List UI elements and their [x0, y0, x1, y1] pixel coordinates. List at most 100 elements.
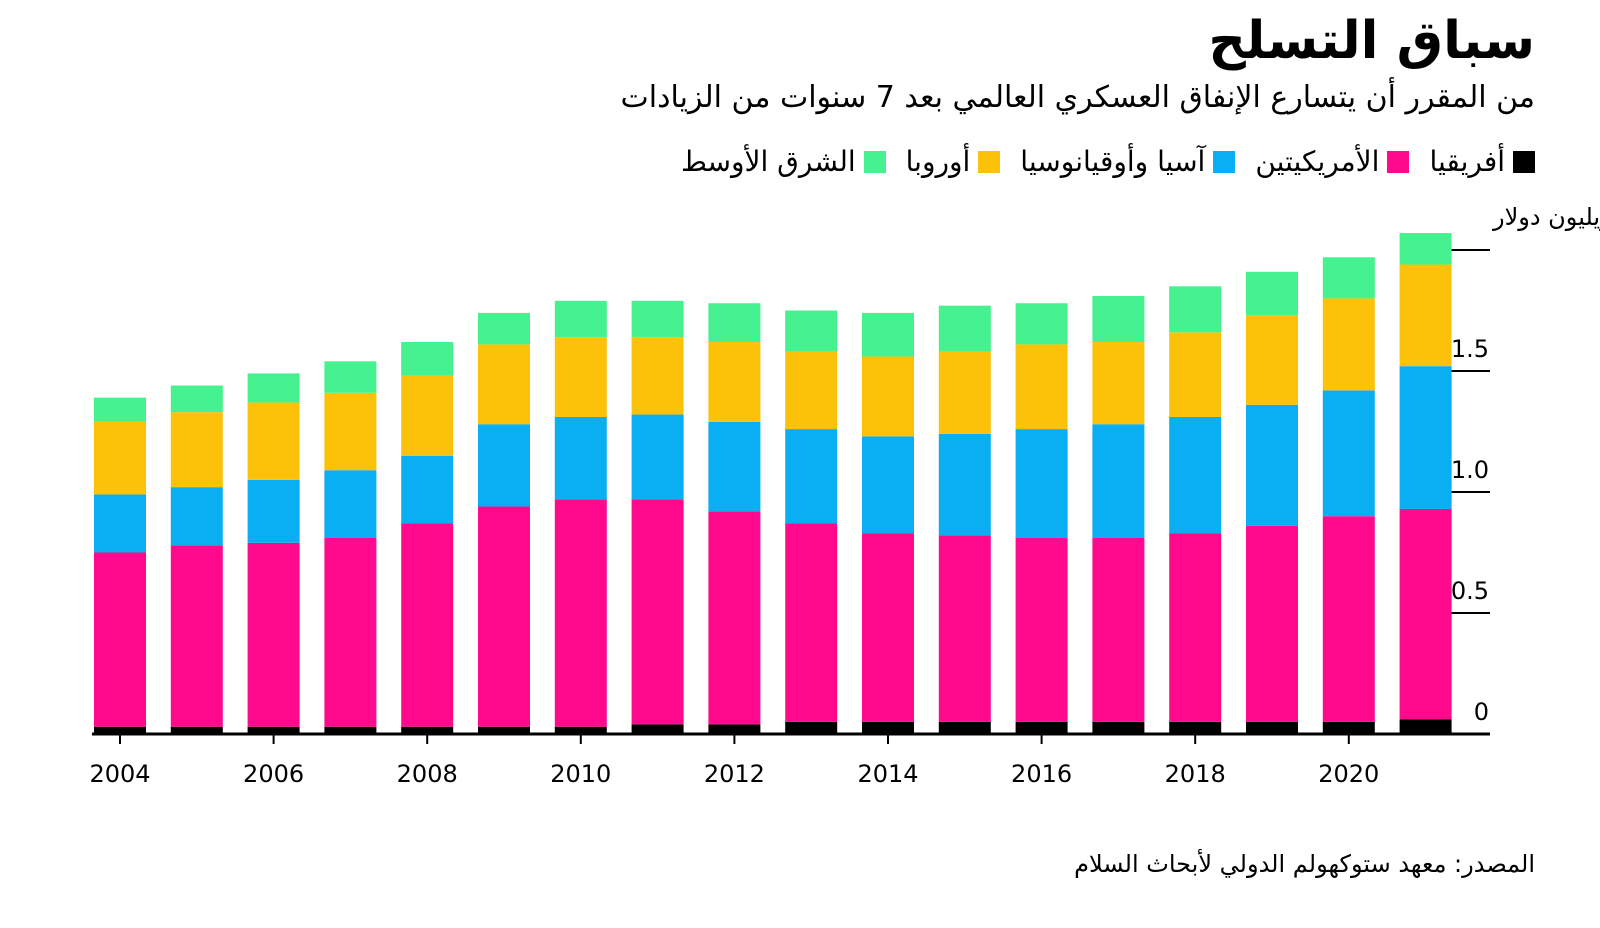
bar-segment: [324, 470, 377, 538]
bar-segment: [324, 392, 377, 471]
x-tick-label: 2006: [243, 760, 304, 788]
bar-segment: [1015, 721, 1068, 734]
bar-segment: [785, 310, 838, 352]
bar-segment: [1015, 537, 1068, 722]
x-tick-label: 2012: [704, 760, 765, 788]
bar-segment: [1246, 525, 1298, 722]
x-tick-label: 2016: [1011, 760, 1072, 788]
bar-segment: [247, 726, 300, 734]
bar-segment: [1246, 315, 1298, 405]
x-tick-label: 2020: [1318, 760, 1379, 788]
y-axis-label: 2 تريليون دولار: [1492, 203, 1600, 231]
legend-swatch-africa: [1513, 150, 1535, 173]
bar-segment: [478, 344, 530, 425]
x-tick-label: 2010: [550, 760, 611, 788]
bar-segment: [1322, 257, 1375, 299]
legend-swatch-europe: [978, 150, 1001, 173]
bar-segment: [1092, 537, 1145, 722]
bar-segment: [247, 402, 300, 480]
bar-segment: [785, 721, 838, 734]
x-tick-label: 2004: [89, 760, 150, 788]
legend-label-americas: الأمريكيتين: [1255, 145, 1380, 178]
bar-segment: [554, 337, 607, 417]
x-tick-label: 2018: [1165, 760, 1226, 788]
chart-title: سباق التسلح: [1208, 11, 1535, 71]
legend-swatch-asia-oceania: [1213, 150, 1236, 173]
legend-item-asia-oceania: آسيا وأوقيانوسيا: [1020, 145, 1236, 179]
bar-segment: [170, 412, 223, 488]
bar-segment: [170, 545, 223, 727]
bar-segment: [401, 375, 454, 456]
legend-swatch-americas: [1387, 150, 1410, 173]
legend-label-asia-oceania: آسيا وأوقيانوسيا: [1020, 145, 1206, 178]
y-tick-label: 1.5: [1451, 335, 1489, 363]
legend-label-europe: أوروبا: [905, 145, 971, 178]
bar-segment: [1092, 295, 1145, 342]
bar-segment: [324, 537, 377, 727]
bar-segment: [1169, 721, 1222, 734]
bar-segment: [478, 506, 530, 727]
bar-segment: [1322, 516, 1375, 722]
bar-segment: [1092, 341, 1145, 425]
bar-segment: [631, 724, 684, 734]
bar-segment: [554, 300, 607, 338]
bar-segment: [1246, 721, 1298, 734]
bar-segment: [631, 300, 684, 338]
legend: أفريقيا الأمريكيتين آسيا وأوقيانوسيا أور…: [661, 145, 1535, 179]
bar-segment: [1399, 264, 1452, 367]
bar-segment: [554, 499, 607, 727]
legend-item-africa: أفريقيا: [1429, 145, 1535, 179]
legend-label-africa: أفريقيا: [1429, 145, 1505, 178]
bar-segment: [94, 397, 146, 422]
bar-segment: [1092, 721, 1145, 734]
bar-segment: [938, 721, 991, 734]
bar-segment: [1015, 303, 1068, 345]
bar-segment: [1169, 286, 1222, 333]
bar-segment: [708, 511, 761, 725]
bar-segment: [1399, 508, 1452, 720]
bar-segment: [708, 303, 761, 342]
bar-segment: [324, 361, 377, 393]
bar-segment: [631, 499, 684, 725]
bar-segment: [247, 373, 300, 403]
legend-swatch-middle-east: [863, 150, 886, 173]
bar-segment: [1399, 719, 1452, 734]
y-tick-label: 0.5: [1451, 577, 1489, 605]
bar-segment: [1015, 429, 1068, 538]
bar-segment: [247, 542, 300, 727]
bar-segment: [1322, 721, 1375, 734]
bar-segment: [785, 351, 838, 430]
bar-segment: [708, 341, 761, 422]
bar-segment: [1322, 390, 1375, 517]
bar-segment: [478, 312, 530, 345]
bar-segment: [94, 726, 146, 734]
bar-segment: [401, 341, 454, 376]
bar-segment: [862, 356, 914, 437]
bar-segment: [401, 726, 454, 734]
bar-segment: [785, 429, 838, 524]
bar-segment: [862, 721, 914, 734]
y-tick-label: 1.0: [1451, 456, 1489, 484]
bar-segment: [1246, 271, 1298, 316]
x-tick-label: 2014: [857, 760, 918, 788]
bar-segment: [1015, 344, 1068, 430]
bar-segment: [708, 724, 761, 734]
bar-segment: [170, 726, 223, 734]
bar-segment: [1092, 424, 1145, 538]
bar-segment: [938, 433, 991, 536]
bar-segment: [785, 523, 838, 722]
bar-segment: [708, 421, 761, 512]
bar-segment: [94, 421, 146, 495]
bar-segment: [1169, 533, 1222, 722]
bar-segment: [862, 436, 914, 534]
bar-segment: [938, 535, 991, 722]
bar-segment: [1169, 416, 1222, 534]
bar-segment: [862, 533, 914, 722]
y-tick-label: 0: [1474, 698, 1489, 726]
bar-segment: [554, 726, 607, 734]
legend-item-middle-east: الشرق الأوسط: [681, 145, 886, 179]
bar-segment: [938, 351, 991, 434]
bar-segment: [478, 726, 530, 734]
bar-segment: [247, 479, 300, 543]
